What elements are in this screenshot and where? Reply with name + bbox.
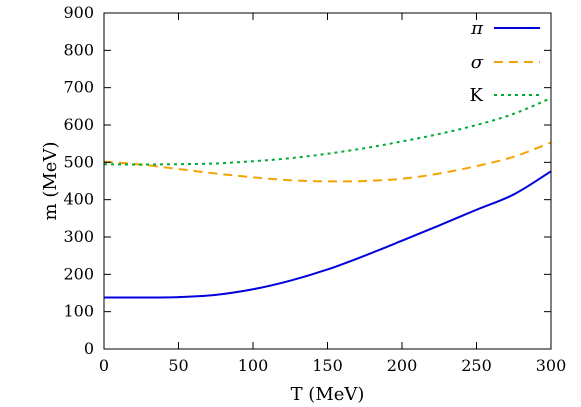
legend-label-pi: π	[470, 18, 484, 39]
x-tick-label: 100	[238, 356, 269, 375]
y-tick-label: 500	[63, 152, 94, 171]
x-axis-ticks: 0 50 100 150 200 250 300	[99, 13, 566, 375]
y-axis-ticks: 0 100 200 300 400 500 600 700 800 900	[63, 3, 551, 358]
series-line-pi	[103, 170, 552, 299]
plot-frame	[103, 12, 552, 350]
y-tick-label: 600	[63, 115, 94, 134]
legend-label-sigma: σ	[471, 52, 484, 73]
x-tick-label: 0	[99, 356, 109, 375]
plot-series	[103, 97, 552, 299]
x-tick-label: 250	[461, 356, 492, 375]
x-tick-label: 200	[387, 356, 418, 375]
legend: πσK	[470, 18, 540, 106]
x-tick-label: 50	[168, 356, 188, 375]
legend-label-kaon: K	[470, 85, 484, 106]
y-tick-label: 0	[84, 339, 94, 358]
y-axis-label: m (MeV)	[40, 142, 61, 221]
series-line-kaon	[103, 97, 552, 166]
y-tick-label: 400	[63, 190, 94, 209]
y-tick-label: 100	[63, 302, 94, 321]
y-tick-label: 700	[63, 78, 94, 97]
y-tick-label: 800	[63, 40, 94, 59]
y-tick-label: 200	[63, 264, 94, 283]
x-tick-label: 150	[312, 356, 343, 375]
x-tick-label: 300	[536, 356, 567, 375]
y-tick-label: 300	[63, 227, 94, 246]
y-tick-label: 900	[63, 3, 94, 22]
series-line-sigma	[103, 141, 552, 183]
x-axis-label: T (MeV)	[291, 384, 365, 405]
